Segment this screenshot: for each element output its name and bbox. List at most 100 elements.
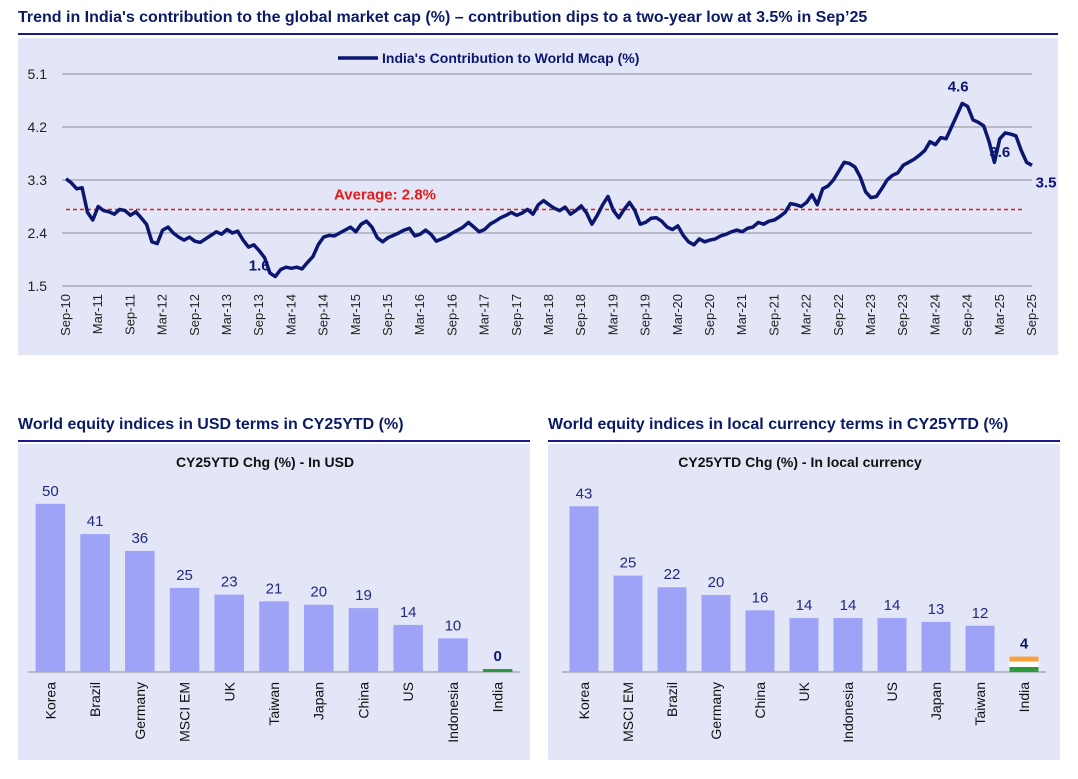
bar xyxy=(80,534,110,672)
bar xyxy=(877,618,907,672)
bar-category-label: MSCI EM xyxy=(177,682,193,742)
bar-chart-title: CY25YTD Chg (%) - In local currency xyxy=(678,454,922,470)
x-tick-label: Mar-24 xyxy=(927,294,942,335)
bar xyxy=(1009,656,1039,672)
bar xyxy=(393,624,423,672)
x-tick-label: Sep-13 xyxy=(251,294,266,336)
bar-value-label: 25 xyxy=(620,555,637,572)
x-tick-label: Sep-18 xyxy=(573,294,588,336)
bar-value-label: 36 xyxy=(131,530,148,547)
bar xyxy=(613,575,643,672)
bar xyxy=(657,587,687,672)
bar-value-label: 21 xyxy=(266,580,283,597)
data-annotation: 3.5 xyxy=(1036,174,1057,191)
x-tick-label: Mar-18 xyxy=(541,294,556,335)
x-tick-label: Mar-17 xyxy=(477,294,492,335)
y-tick-label: 3.3 xyxy=(28,172,48,188)
x-tick-label: Mar-20 xyxy=(670,294,685,335)
bar-category-label: Japan xyxy=(928,682,944,720)
bar-category-label: MSCI EM xyxy=(620,682,636,742)
bar-value-label: 43 xyxy=(576,485,593,502)
bar-value-label: 20 xyxy=(708,574,725,591)
x-tick-label: Sep-10 xyxy=(58,294,73,336)
bar-category-label: UK xyxy=(221,681,237,701)
bar xyxy=(482,669,513,672)
x-tick-label: Sep-14 xyxy=(316,294,331,336)
x-tick-label: Sep-22 xyxy=(831,294,846,336)
bar xyxy=(438,638,468,672)
x-tick-label: Sep-19 xyxy=(638,294,653,336)
x-tick-label: Sep-25 xyxy=(1024,294,1039,336)
bar xyxy=(921,621,951,672)
bar xyxy=(789,618,819,672)
bar-category-label: Taiwan xyxy=(972,682,988,726)
bar-value-label: 14 xyxy=(796,597,813,614)
x-tick-label: Mar-12 xyxy=(155,294,170,335)
x-tick-label: Mar-16 xyxy=(412,294,427,335)
bar-chart-title: CY25YTD Chg (%) - In USD xyxy=(176,454,354,470)
x-tick-label: Sep-20 xyxy=(702,294,717,336)
bar xyxy=(348,608,379,672)
y-tick-label: 5.1 xyxy=(28,66,48,82)
bar-category-label: Germany xyxy=(132,682,148,740)
bar-category-label: Korea xyxy=(576,682,592,720)
bar-category-label: Indonesia xyxy=(840,682,856,743)
bar-value-label: 20 xyxy=(310,584,327,601)
bar-value-label: 14 xyxy=(884,597,901,614)
x-tick-label: Mar-15 xyxy=(348,294,363,335)
bar xyxy=(259,601,289,672)
usd-title-rule xyxy=(18,440,530,442)
data-annotation: 1.6 xyxy=(249,258,270,275)
bar-category-label: China xyxy=(752,682,768,719)
bar-category-label: China xyxy=(355,682,371,719)
y-tick-label: 1.5 xyxy=(28,278,48,294)
bar-value-label: 14 xyxy=(400,604,417,621)
bar-category-label: Taiwan xyxy=(266,682,282,726)
bar-category-label: US xyxy=(884,682,900,701)
bar-category-label: Indonesia xyxy=(445,682,461,743)
x-tick-label: Sep-15 xyxy=(380,294,395,336)
x-tick-label: Sep-17 xyxy=(509,294,524,336)
bar xyxy=(35,503,66,672)
top-chart-panel xyxy=(18,38,1058,355)
bar-value-label: 16 xyxy=(752,589,769,606)
bar-value-label: 10 xyxy=(445,617,462,634)
x-tick-label: Mar-14 xyxy=(283,294,298,335)
bar xyxy=(701,594,731,672)
bar-category-label: Korea xyxy=(42,682,58,720)
x-tick-label: Sep-23 xyxy=(895,294,910,336)
bar-category-label: Brazil xyxy=(664,682,680,717)
bar-value-label: 14 xyxy=(840,597,857,614)
bar-category-label: US xyxy=(400,682,416,701)
bar xyxy=(569,506,599,672)
bar-value-label: 50 xyxy=(42,483,59,500)
x-tick-label: Sep-16 xyxy=(444,294,459,336)
x-tick-label: Mar-25 xyxy=(992,294,1007,335)
x-tick-label: Sep-12 xyxy=(187,294,202,336)
bar-value-label: 19 xyxy=(355,587,372,604)
bar xyxy=(303,604,334,672)
bar xyxy=(169,587,200,672)
bar-category-label: UK xyxy=(796,681,812,701)
bar-value-label: 4 xyxy=(1020,636,1029,653)
bar-value-label: 23 xyxy=(221,574,238,591)
bar-value-label: 13 xyxy=(928,601,945,618)
x-tick-label: Sep-24 xyxy=(960,294,975,336)
bar-category-label: India xyxy=(490,682,506,713)
y-tick-label: 2.4 xyxy=(28,225,48,241)
bar-category-label: India xyxy=(1016,682,1032,713)
bar xyxy=(125,550,155,672)
average-label: Average: 2.8% xyxy=(334,186,436,203)
x-tick-label: Sep-11 xyxy=(122,294,137,335)
x-tick-label: Mar-19 xyxy=(605,294,620,335)
bar xyxy=(833,618,863,672)
legend-label: India's Contribution to World Mcap (%) xyxy=(382,50,639,66)
bar-value-label: 12 xyxy=(972,605,989,622)
x-tick-label: Mar-11 xyxy=(90,294,105,334)
usd-chart-title: World equity indices in USD terms in CY2… xyxy=(18,416,404,433)
x-tick-label: Mar-21 xyxy=(734,294,749,335)
bar-value-label: 0 xyxy=(493,648,501,665)
x-tick-label: Mar-23 xyxy=(863,294,878,335)
x-tick-label: Mar-13 xyxy=(219,294,234,335)
bar xyxy=(745,610,775,672)
